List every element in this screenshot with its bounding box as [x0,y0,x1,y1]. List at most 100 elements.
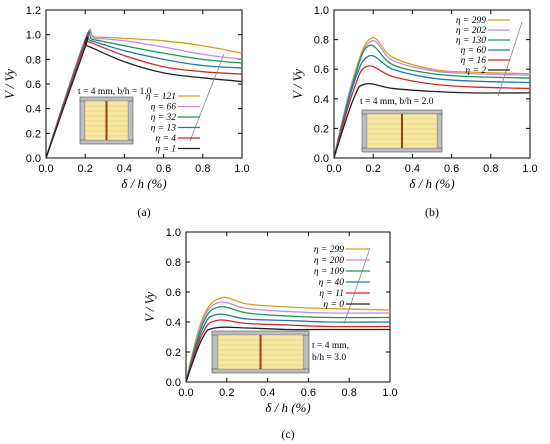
panel-a: 0.0 0.2 0.4 0.6 0.8 1.0 0.0 0.2 0.4 0.6 0.8 1.0 1.2… [2,5,250,191]
legend-label: η = 32 [151,113,177,123]
legend-label: η = 4 [155,134,176,144]
panel-c-xlabel: δ / h (%) [265,400,310,415]
panel-a-ylabel: V / Vy [2,69,17,100]
series-line [333,44,531,159]
caption-a: (a) [137,205,150,219]
x-tick-label: 0.0 [326,163,341,175]
series-line [45,32,243,159]
x-tick-label: 0.0 [178,387,193,399]
legend-label: η = 202 [456,26,486,36]
panel-c-x-ticks: 0.0 0.2 0.4 0.6 0.8 1.0 [178,232,398,399]
panel-c-y-ticks: 0.0 0.2 0.4 0.6 0.8 1.0 [166,227,390,389]
legend-label: η = 1 [155,145,176,155]
y-tick-label: 0.8 [166,257,181,269]
legend-label: η = 11 [319,289,344,299]
y-tick-label: 0.0 [314,153,329,165]
y-tick-label: 0.8 [314,35,329,47]
x-tick-label: 0.4 [260,387,275,399]
y-tick-label: 0.2 [166,347,181,359]
x-tick-label: 0.6 [301,387,316,399]
x-tick-label: 0.8 [483,163,498,175]
legend-label: η = 121 [146,92,176,102]
x-tick-label: 0.2 [366,163,381,175]
legend-leader-line [189,53,225,142]
legend-label: η = 40 [319,278,345,288]
series-line [45,36,243,159]
y-tick-label: 0.4 [314,94,329,106]
panel-c-annotation-line2: b/h = 3.0 [312,353,346,363]
series-line [333,82,531,159]
y-tick-label: 0.4 [166,317,181,329]
x-tick-label: 0.4 [405,163,420,175]
series-line [185,313,391,383]
legend-leader-line [497,21,523,97]
x-tick-label: 1.0 [234,163,249,175]
panel-b-x-ticks: 0.0 0.2 0.4 0.6 0.8 1.0 [326,10,538,175]
x-tick-label: 1.0 [522,163,537,175]
legend-label: η = 66 [151,103,177,113]
panel-a-plot [45,28,243,159]
y-tick-label: 0.4 [26,104,41,116]
y-tick-label: 0.6 [26,79,41,91]
legend-label: η = 200 [314,256,344,266]
panel-c-annotation-line1: t = 4 mm, [312,341,349,351]
y-tick-label: 0.0 [26,153,41,165]
legend-label: η = 16 [461,56,487,66]
y-tick-label: 0.6 [166,287,181,299]
legend-label: η = 2 [465,66,486,76]
panel-a-annotation: t = 4 mm, b/h = 1.0 [78,87,152,97]
y-tick-label: 1.0 [166,227,181,239]
legend-label: η = 0 [323,300,344,310]
legend-label: η = 299 [314,245,344,255]
series-line [333,65,531,159]
series-line [185,301,391,383]
x-tick-label: 0.8 [342,387,357,399]
y-tick-label: 0.8 [26,54,41,66]
y-tick-label: 0.2 [26,128,41,140]
y-tick-label: 0.6 [314,64,329,76]
panel-c-frame [185,231,391,383]
panel-b-ylabel: V / Vy [290,69,305,100]
x-tick-label: 0.8 [195,163,210,175]
panel-a-wall-schematic [79,96,134,145]
legend-label: η = 299 [456,16,486,26]
legend-label: η = 13 [151,124,177,134]
panel-b-wall-schematic [361,109,443,153]
panel-b-frame [333,9,531,159]
panel-c-ylabel: V / Vy [142,292,157,323]
y-tick-label: 1.2 [26,5,41,17]
series-line [333,54,531,159]
x-tick-label: 0.0 [38,163,53,175]
x-tick-label: 0.4 [117,163,132,175]
panel-c-wall-schematic [211,330,310,374]
legend-leader-line [343,247,371,325]
panel-a-y-ticks: 0.0 0.2 0.4 0.6 0.8 1.0 1.2 [26,5,242,165]
y-tick-label: 1.0 [26,30,41,42]
panel-b-plot [333,37,531,159]
panel-b-y-ticks: 0.0 0.2 0.4 0.6 0.8 1.0 [314,5,530,165]
y-tick-label: 0.2 [314,123,329,135]
legend-label: η = 60 [461,46,487,56]
legend-label: η = 109 [314,267,344,277]
y-tick-label: 1.0 [314,5,329,17]
panel-a-xlabel: δ / h (%) [121,176,166,191]
x-tick-label: 1.0 [382,387,397,399]
caption-b: (b) [425,205,439,219]
caption-c: (c) [281,427,294,441]
x-tick-label: 0.2 [219,387,234,399]
series-line [185,326,390,383]
series-line [185,296,391,383]
panel-b-annotation: t = 4 mm, b/h = 2.0 [360,97,434,107]
series-line [185,305,391,383]
y-tick-label: 0.0 [166,377,181,389]
x-tick-label: 0.6 [156,163,171,175]
x-tick-label: 0.6 [444,163,459,175]
panel-c-plot [185,296,391,383]
panel-b-xlabel: δ / h (%) [409,176,454,191]
panel-a-x-ticks: 0.0 0.2 0.4 0.6 0.8 1.0 [38,10,250,175]
x-tick-label: 0.2 [78,163,93,175]
panel-c: 0.0 0.2 0.4 0.6 0.8 1.0 0.0 0.2 0.4 0.6 0.8 1.0 η … [142,227,398,415]
